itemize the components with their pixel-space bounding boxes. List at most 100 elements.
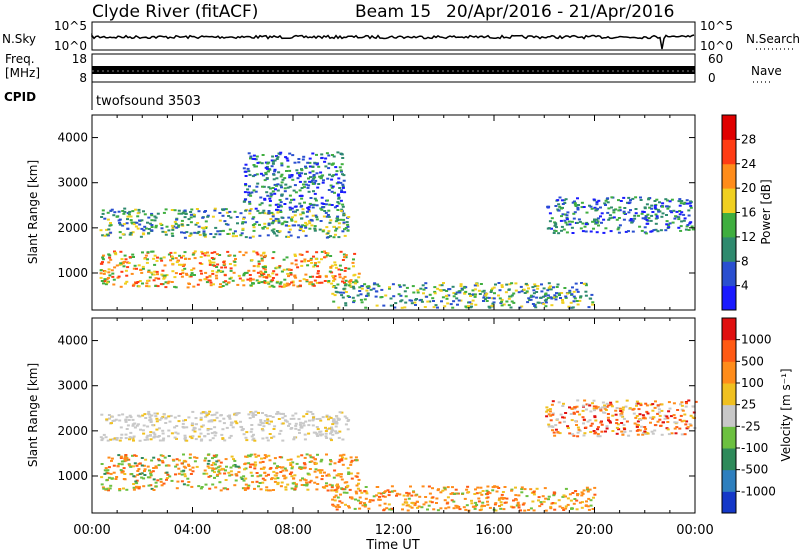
echo-cell	[670, 432, 674, 435]
echo-cell	[589, 499, 593, 502]
echo-cell	[312, 190, 315, 193]
echo-cell	[152, 467, 156, 469]
echo-cell	[251, 414, 255, 417]
echo-cell	[682, 219, 686, 222]
echo-cell	[551, 429, 554, 432]
echo-cell	[355, 492, 359, 495]
echo-cell	[309, 181, 313, 184]
echo-cell	[258, 474, 262, 477]
echo-cell	[580, 206, 584, 209]
echo-cell	[687, 399, 691, 402]
echo-cell	[313, 470, 317, 473]
echo-cell	[113, 437, 117, 440]
echo-cell	[578, 501, 582, 504]
echo-cell	[226, 415, 230, 418]
echo-cell	[352, 281, 355, 284]
y-tick-label: 3000	[57, 176, 88, 190]
echo-cell	[99, 436, 103, 439]
echo-cell	[527, 509, 531, 511]
echo-cell	[514, 289, 518, 292]
echo-cell	[103, 234, 107, 237]
echo-cell	[481, 501, 485, 504]
echo-cell	[294, 424, 298, 427]
echo-cell	[280, 181, 284, 184]
echo-cell	[273, 232, 277, 235]
echo-cell	[339, 454, 343, 457]
echo-cell	[485, 292, 489, 295]
echo-cell	[312, 416, 315, 419]
echo-cell	[228, 474, 232, 477]
echo-cell	[592, 399, 596, 402]
echo-cell	[562, 416, 566, 419]
echo-cell	[679, 229, 683, 232]
echo-cell	[600, 423, 604, 426]
echo-cell	[603, 407, 607, 410]
echo-cell	[560, 225, 564, 228]
echo-cell	[354, 282, 357, 285]
echo-cell	[330, 178, 334, 181]
echo-cell	[411, 285, 415, 288]
echo-cell	[289, 458, 293, 461]
echo-cell	[549, 505, 553, 508]
echo-cell	[270, 420, 273, 423]
echo-cell	[140, 219, 144, 222]
echo-cell	[532, 491, 536, 494]
echo-cell	[361, 504, 365, 507]
echo-cell	[581, 222, 585, 225]
echo-cell	[387, 494, 391, 497]
echo-cell	[529, 488, 533, 491]
echo-cell	[270, 436, 274, 439]
echo-cell	[366, 287, 370, 289]
echo-cell	[123, 260, 127, 263]
echo-cell	[407, 497, 411, 500]
echo-cell	[415, 500, 419, 503]
noise-trace	[91, 33, 695, 50]
echo-cell	[275, 412, 279, 415]
echo-cell	[184, 419, 187, 422]
echo-cell	[336, 485, 340, 488]
echo-cell	[505, 300, 509, 303]
echo-cell	[553, 224, 557, 227]
echo-cell	[334, 430, 338, 433]
echo-cell	[200, 226, 204, 229]
echo-cell	[302, 415, 306, 418]
echo-cell	[134, 225, 138, 228]
echo-cell	[300, 197, 304, 200]
echo-cell	[340, 411, 344, 414]
echo-cell	[115, 438, 119, 441]
echo-cell	[148, 469, 151, 472]
echo-cell	[289, 268, 293, 271]
echo-cell	[564, 505, 568, 508]
echo-cell	[329, 437, 333, 440]
echo-cell	[267, 168, 271, 171]
echo-cell	[398, 493, 402, 496]
echo-cell	[212, 261, 216, 264]
echo-cell	[409, 485, 412, 488]
echo-cell	[647, 217, 651, 220]
echo-cell	[486, 500, 489, 503]
echo-cell	[576, 290, 580, 293]
echo-cell	[156, 256, 159, 259]
echo-cell	[141, 251, 144, 254]
echo-cell	[269, 218, 273, 220]
echo-cell	[356, 294, 360, 297]
echo-cell	[642, 432, 645, 434]
echo-cell	[283, 278, 287, 281]
echo-cell	[291, 224, 295, 227]
echo-cell	[423, 306, 427, 308]
echo-cell	[553, 502, 557, 505]
echo-cell	[214, 467, 218, 470]
echo-cell	[675, 426, 679, 429]
echo-cell	[599, 215, 602, 218]
echo-cell	[685, 420, 689, 423]
echo-cell	[441, 296, 445, 299]
echo-cell	[257, 282, 261, 284]
echo-cell	[476, 284, 480, 287]
echo-cell	[622, 196, 626, 199]
echo-cell	[221, 214, 225, 217]
echo-cell	[412, 491, 416, 494]
echo-cell	[340, 163, 344, 166]
echo-cell	[551, 400, 555, 403]
echo-cell	[334, 494, 338, 497]
echo-cell	[223, 220, 227, 223]
